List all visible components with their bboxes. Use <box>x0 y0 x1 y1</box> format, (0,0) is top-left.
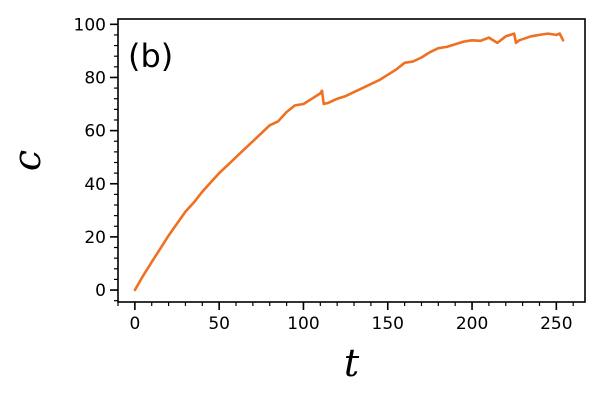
tick-labels: 0 50 100 150 200 250 0 20 40 60 80 100 <box>74 15 573 334</box>
x-tick-label: 0 <box>129 314 140 334</box>
plot-frame <box>117 18 586 303</box>
major-ticks <box>110 23 558 310</box>
y-tick-label: 20 <box>84 228 106 248</box>
minor-ticks <box>114 23 574 306</box>
x-tick-label: 50 <box>208 314 230 334</box>
x-tick-label: 150 <box>372 314 404 334</box>
y-tick-label: 40 <box>84 175 106 195</box>
y-tick-label: 100 <box>74 15 106 35</box>
series-line <box>133 32 565 292</box>
y-tick-label: 0 <box>95 281 106 301</box>
y-axis-title: c <box>5 150 49 171</box>
panel-label: (b) <box>128 37 173 75</box>
x-tick-label: 250 <box>540 314 572 334</box>
y-tick-label: 60 <box>84 122 106 142</box>
x-tick-label: 100 <box>287 314 319 334</box>
y-tick-label: 80 <box>84 68 106 88</box>
x-tick-label: 200 <box>456 314 488 334</box>
x-axis-title: t <box>344 341 360 385</box>
